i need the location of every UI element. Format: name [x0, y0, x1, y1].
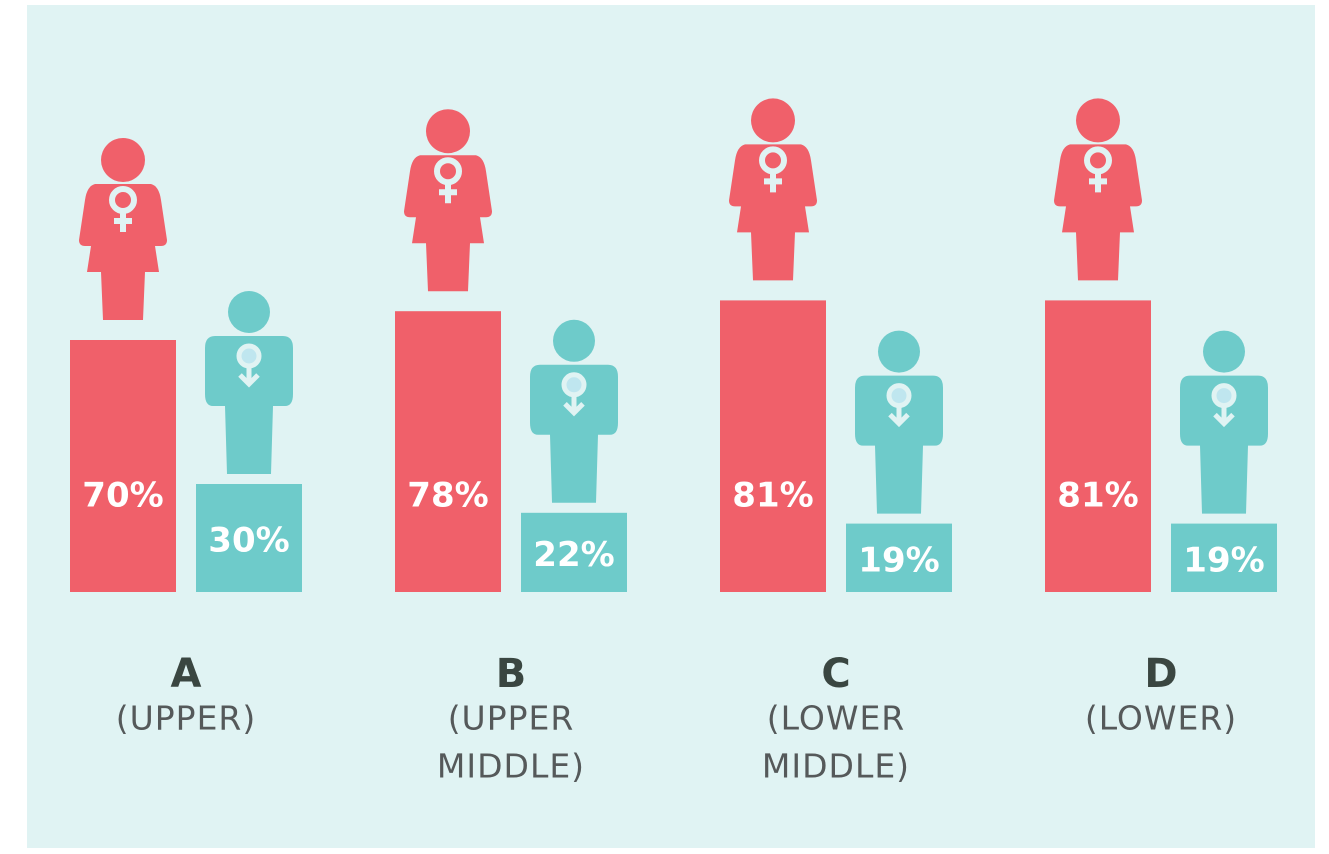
icon-body — [1180, 375, 1268, 514]
mars-symbol — [886, 383, 912, 409]
category-label: D — [1144, 651, 1177, 697]
value-label: 19% — [1183, 540, 1264, 580]
value-label: 19% — [858, 540, 939, 580]
icon-head — [1203, 330, 1245, 373]
value-label: 30% — [208, 521, 289, 561]
value-label: 81% — [732, 476, 813, 516]
mars-symbol — [563, 394, 585, 417]
value-label: 81% — [1057, 476, 1138, 516]
icon-head — [1076, 98, 1120, 143]
female-icon — [79, 138, 167, 320]
icon-head — [751, 98, 795, 143]
bar — [846, 523, 952, 592]
category-sublabel: (LOWER — [767, 699, 905, 738]
category-label: B — [496, 651, 527, 697]
mars-symbol — [1213, 405, 1235, 428]
category-sublabel: (UPPER) — [116, 699, 256, 738]
male-icon — [205, 291, 293, 474]
value-label: 70% — [82, 476, 163, 516]
mars-symbol — [561, 372, 587, 398]
icon-body — [205, 336, 293, 474]
icon-head — [553, 319, 595, 362]
icon-body — [729, 144, 817, 281]
value-label: 22% — [533, 535, 614, 575]
icon-body — [530, 364, 618, 503]
bar — [395, 311, 501, 592]
venus-symbol — [439, 182, 457, 204]
venus-symbol — [114, 211, 132, 232]
category-label: C — [821, 651, 850, 697]
bar — [720, 300, 826, 592]
male-icon — [1180, 330, 1268, 514]
icon-body — [404, 155, 492, 292]
icon-head — [878, 330, 920, 373]
icon-head — [228, 291, 270, 333]
mars-symbol — [238, 366, 260, 388]
bar — [1171, 523, 1277, 592]
female-icon — [404, 109, 492, 292]
male-icon — [530, 319, 618, 503]
bar — [521, 512, 627, 592]
icon-body — [79, 184, 167, 320]
venus-symbol — [764, 171, 782, 193]
mars-symbol — [1211, 383, 1237, 409]
bar — [70, 340, 176, 592]
bar — [196, 484, 302, 592]
category-sublabel: (LOWER) — [1085, 699, 1237, 738]
icon-head — [426, 109, 470, 154]
category-sublabel: (UPPER — [448, 699, 575, 738]
icon-head — [101, 138, 145, 182]
category-sublabel: MIDDLE) — [762, 747, 910, 786]
category-label: A — [171, 651, 202, 697]
venus-symbol — [1089, 171, 1107, 193]
male-icon — [855, 330, 943, 514]
value-label: 78% — [407, 476, 488, 516]
icon-body — [1054, 144, 1142, 281]
mars-symbol — [888, 405, 910, 428]
female-icon — [729, 98, 817, 281]
icon-body — [855, 375, 943, 514]
bar — [1045, 300, 1151, 592]
female-icon — [1054, 98, 1142, 281]
category-sublabel: MIDDLE) — [437, 747, 585, 786]
mars-symbol — [236, 343, 262, 369]
